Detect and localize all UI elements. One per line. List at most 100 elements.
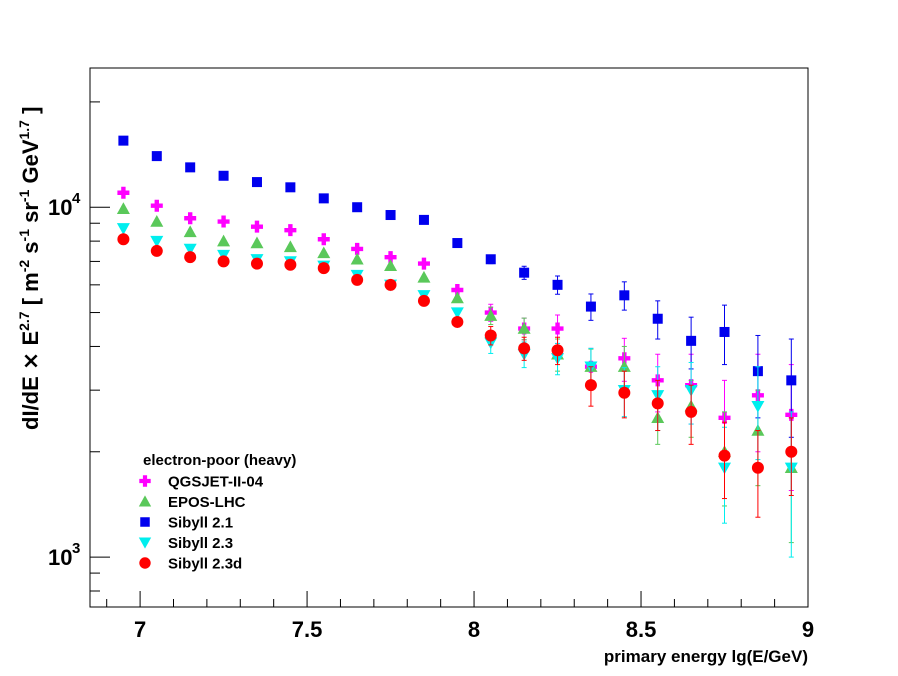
circle-marker-shape [150, 244, 163, 257]
plus-marker-shape [451, 283, 464, 296]
legend-marker [139, 475, 151, 487]
legend-marker [139, 557, 151, 569]
square-marker-shape [185, 162, 196, 173]
circle-marker-shape [651, 397, 664, 410]
plus-marker-shape [551, 322, 564, 335]
plus-marker-shape [139, 475, 151, 487]
circle-marker-shape [317, 262, 330, 275]
data-point [217, 215, 230, 228]
data-point [385, 210, 396, 221]
data-point [350, 252, 364, 265]
data-point [317, 233, 330, 246]
data-point [484, 309, 498, 321]
data-point [484, 329, 497, 342]
data-point [150, 199, 163, 212]
data-point [418, 214, 429, 225]
y-title-part: -1 [16, 229, 32, 242]
circle-marker-shape [484, 329, 497, 342]
y-title-part: sr [18, 202, 43, 229]
triangle-up-marker-shape [283, 240, 297, 253]
circle-marker-shape [751, 461, 764, 474]
data-point [552, 279, 563, 290]
triangle-up-marker-shape [150, 215, 164, 227]
triangle-down-marker-shape [116, 223, 130, 235]
data-point [283, 240, 297, 253]
data-point [184, 212, 197, 225]
data-point [284, 224, 297, 237]
data-point [452, 238, 463, 249]
data-point [686, 335, 697, 346]
y-title-part: -1 [16, 189, 32, 202]
data-point [184, 251, 197, 264]
data-point [718, 449, 731, 462]
y-tick-exponent: 3 [72, 540, 80, 557]
legend-entry: Sibyll 2.3 [138, 535, 233, 552]
circle-marker-shape [284, 258, 297, 271]
triangle-down-marker-shape [183, 243, 197, 256]
data-point [450, 307, 464, 320]
circle-marker-shape [417, 294, 430, 307]
y-title-part: [ m [18, 272, 43, 311]
triangle-up-marker-shape [116, 202, 130, 214]
square-marker-shape [352, 202, 363, 213]
x-axis: 7 7.5 8 8.5 9 [106, 591, 814, 642]
data-point [250, 257, 263, 270]
data-point [351, 273, 364, 286]
triangle-up-marker-shape [350, 252, 364, 265]
data-point [451, 283, 464, 296]
data-point [116, 202, 130, 214]
series-sibyll-2-3d [117, 233, 798, 518]
legend-label: Sibyll 2.1 [168, 515, 233, 532]
data-point [117, 233, 130, 246]
data-point [685, 405, 698, 418]
plus-marker-shape [417, 257, 430, 270]
data-point [384, 259, 398, 272]
triangle-up-marker-shape [384, 259, 398, 272]
legend-label: QGSJET-II-04 [168, 474, 264, 491]
data-point [518, 342, 531, 355]
data-point [116, 223, 130, 235]
square-marker-shape [686, 335, 697, 346]
data-point [652, 313, 663, 324]
y-title-part: dI/dE [18, 370, 43, 430]
data-point [785, 445, 798, 458]
data-point [585, 301, 596, 312]
data-point [218, 170, 229, 181]
circle-marker-shape [618, 386, 631, 399]
circle-marker-shape [685, 405, 698, 418]
data-point [450, 291, 464, 304]
data-point [417, 257, 430, 270]
data-point [217, 255, 230, 268]
y-title-part: s [18, 241, 43, 259]
plus-marker-shape [250, 220, 263, 233]
y-tick-label: 10 [48, 545, 72, 570]
triangle-down-marker-shape [751, 400, 765, 413]
x-tick-label: 8.5 [626, 617, 657, 642]
square-marker-shape [786, 375, 797, 386]
triangle-up-marker-shape [138, 495, 152, 507]
data-point [584, 379, 597, 392]
data-point [318, 193, 329, 204]
square-marker-shape [118, 135, 129, 146]
y-axis-title: dI/dE × E2.7 [ m-2 s-1 sr-1 GeV1.7 ] [16, 107, 44, 430]
square-marker-shape [619, 290, 630, 301]
data-point [417, 294, 430, 307]
circle-marker-shape [351, 273, 364, 286]
circle-marker-shape [139, 557, 151, 569]
square-marker-shape [140, 517, 150, 527]
data-point [786, 375, 797, 386]
legend-title: electron-poor (heavy) [143, 452, 296, 469]
data-point [352, 202, 363, 213]
circle-marker-shape [584, 379, 597, 392]
data-point [517, 322, 531, 334]
data-point [250, 220, 263, 233]
triangle-up-marker-shape [217, 234, 231, 247]
legend-label: Sibyll 2.3 [168, 535, 233, 552]
circle-marker-shape [384, 278, 397, 291]
triangle-up-marker-shape [183, 225, 197, 238]
triangle-down-marker-shape [450, 307, 464, 320]
x-tick-label: 7.5 [292, 617, 323, 642]
circle-marker-shape [117, 233, 130, 246]
x-axis-title: primary energy lg(E/GeV) [604, 647, 808, 666]
